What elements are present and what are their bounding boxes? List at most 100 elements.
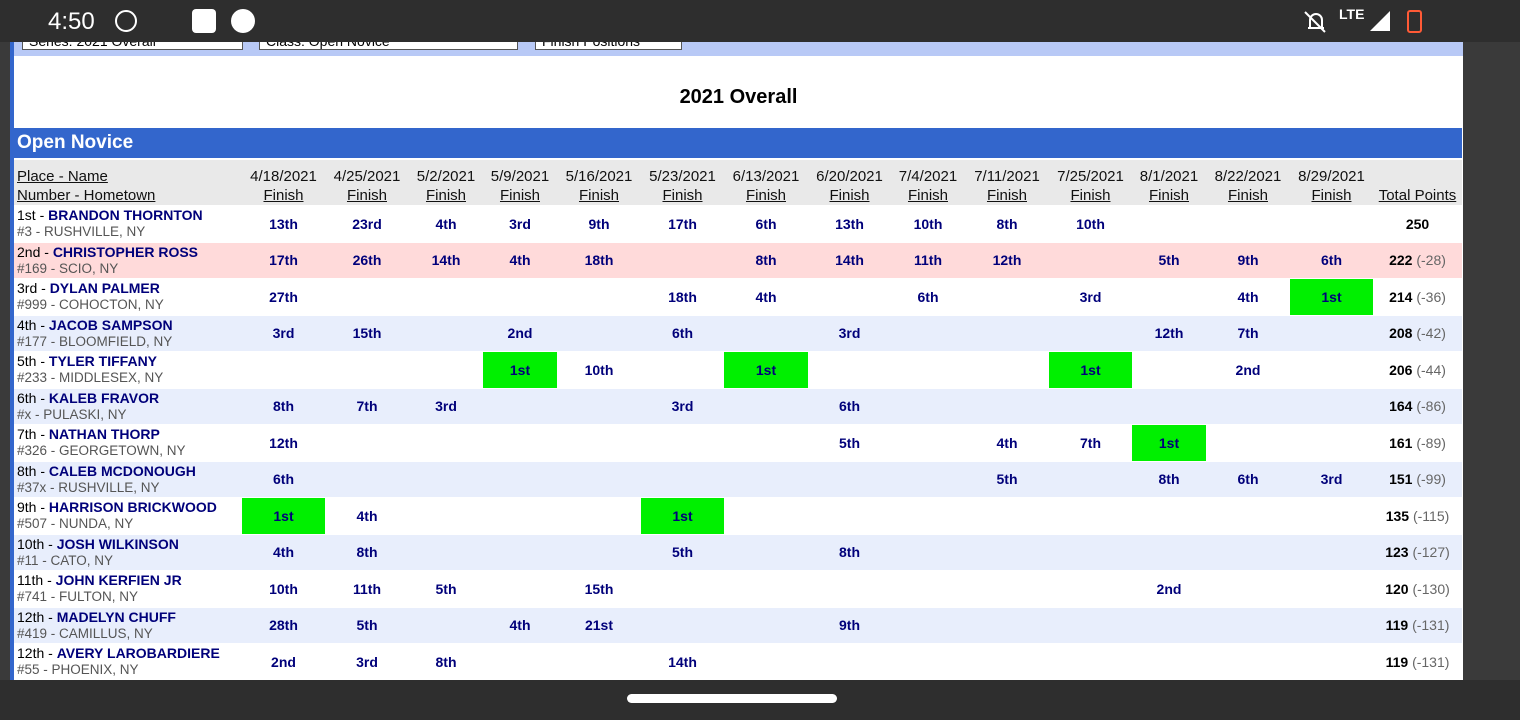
driver-name[interactable]: HARRISON BRICKWOOD <box>48 499 217 516</box>
column-label[interactable]: Finish <box>1227 187 1268 204</box>
finish-cell <box>325 278 409 315</box>
total-cell: 214 (-36) <box>1373 278 1462 315</box>
driver-name[interactable]: JOSH WILKINSON <box>56 535 179 552</box>
column-label[interactable]: Finish <box>499 187 540 204</box>
column-label[interactable]: Finish <box>662 187 703 204</box>
finish-cell <box>409 497 483 534</box>
finish-cell: 1st <box>1132 424 1206 461</box>
column-label[interactable]: Finish <box>986 187 1027 204</box>
header-cell: 6/13/2021 Finish <box>724 160 808 206</box>
finish-cell <box>1290 643 1373 680</box>
header-text[interactable]: Place - Name <box>17 168 108 185</box>
header-text[interactable]: Total Points <box>1378 187 1457 204</box>
finish-cell: 9th <box>557 205 641 242</box>
driver-name[interactable]: JOHN KERFIEN JR <box>55 572 182 589</box>
finish-cell <box>965 533 1049 571</box>
finish-cell <box>242 351 325 388</box>
name-cell: 4th - JACOB SAMPSON #177 - BLOOMFIELD, NY <box>14 314 242 352</box>
finish-cell: 13th <box>242 205 325 242</box>
column-label[interactable]: Finish <box>425 187 466 204</box>
points-behind: (-89) <box>1416 434 1446 451</box>
name-cell: 9th - HARRISON BRICKWOOD #507 - NUNDA, NY <box>14 497 242 534</box>
finish-cell <box>325 424 409 461</box>
finish-cell: 3rd <box>325 643 409 680</box>
column-label[interactable]: Finish <box>1148 187 1189 204</box>
header-cell: 8/22/2021 Finish <box>1206 160 1290 206</box>
column-label[interactable]: Finish <box>1070 187 1111 204</box>
points-behind: (-127) <box>1412 544 1450 561</box>
hometown: #11 - CATO, NY <box>17 552 114 568</box>
finish-cell: 5th <box>409 570 483 607</box>
points-behind: (-36) <box>1416 288 1446 305</box>
finish-cell: 8th <box>325 533 409 571</box>
points-behind: (-28) <box>1416 252 1446 269</box>
date-label: 8/22/2021 <box>1214 168 1282 185</box>
total-points: 208 <box>1389 325 1413 342</box>
table-row: 3rd - DYLAN PALMER #999 - COHOCTON, NY 27t… <box>14 278 1462 315</box>
driver-name[interactable]: MADELYN CHUFF <box>56 608 176 625</box>
finish-cell <box>724 314 808 352</box>
finish-cell: 1st <box>1290 278 1373 315</box>
driver-name[interactable]: JACOB SAMPSON <box>48 316 173 333</box>
column-label[interactable]: Finish <box>263 187 304 204</box>
driver-name[interactable]: NATHAN THORP <box>48 426 160 443</box>
place: 5th - <box>17 353 46 370</box>
driver-name[interactable]: AVERY LAROBARDIERE <box>56 645 220 662</box>
table-row: 5th - TYLER TIFFANY #233 - MIDDLESEX, NY 1… <box>14 351 1462 388</box>
finish-cell <box>557 314 641 352</box>
finish-cell <box>409 351 483 388</box>
total-points: 222 <box>1389 252 1413 269</box>
finish-cell: 2nd <box>1206 351 1290 388</box>
column-label[interactable]: Finish <box>907 187 948 204</box>
finish-cell <box>724 533 808 571</box>
finish-cell: 4th <box>1206 278 1290 315</box>
column-label[interactable]: Finish <box>829 187 870 204</box>
finish-cell <box>1290 570 1373 607</box>
finish-cell <box>557 643 641 680</box>
column-label[interactable]: Finish <box>578 187 619 204</box>
driver-name[interactable]: CALEB MCDONOUGH <box>48 462 196 479</box>
driver-name[interactable]: CHRISTOPHER ROSS <box>52 243 199 260</box>
finish-cell: 4th <box>483 606 557 644</box>
finish-cell <box>409 278 483 315</box>
column-label[interactable]: Finish <box>346 187 387 204</box>
finish-cell: 28th <box>242 606 325 644</box>
clock: 4:50 <box>48 8 95 35</box>
battery-icon <box>1407 10 1422 33</box>
finish-cell: 10th <box>1049 205 1132 242</box>
home-handle[interactable] <box>627 694 837 703</box>
points-behind: (-115) <box>1412 507 1450 524</box>
header-cell: 7/25/2021 Finish <box>1049 160 1132 206</box>
date-label: 5/23/2021 <box>649 168 716 185</box>
column-label[interactable]: Finish <box>745 187 786 204</box>
hometown: #507 - NUNDA, NY <box>17 516 134 532</box>
driver-name[interactable]: KALEB FRAVOR <box>48 389 160 406</box>
finish-cell: 8th <box>242 387 325 425</box>
finish-cell: 8th <box>965 205 1049 242</box>
hometown: #326 - GEORGETOWN, NY <box>17 443 186 459</box>
column-label[interactable]: Finish <box>1311 187 1352 204</box>
header-text[interactable]: Number - Hometown <box>17 187 156 204</box>
finish-cell <box>1132 351 1206 388</box>
driver-name[interactable]: DYLAN PALMER <box>49 280 160 297</box>
finish-cell <box>1290 351 1373 388</box>
finish-cell <box>409 424 483 461</box>
finish-cell: 4th <box>724 278 808 315</box>
date-label: 5/16/2021 <box>565 168 633 185</box>
header-cell: 8/29/2021 Finish <box>1290 160 1373 206</box>
finish-cell: 3rd <box>1290 460 1373 498</box>
driver-name[interactable]: BRANDON THORNTON <box>48 207 203 224</box>
driver-name[interactable]: TYLER TIFFANY <box>48 353 158 370</box>
finish-cell: 11th <box>891 241 965 279</box>
finish-cell <box>965 387 1049 425</box>
finish-cell: 5th <box>808 424 891 461</box>
finish-cell <box>557 460 641 498</box>
finish-cell <box>891 570 965 607</box>
total-points: 214 <box>1389 288 1413 305</box>
finish-cell <box>1049 643 1132 680</box>
finish-cell <box>808 278 891 315</box>
name-cell: 1st - BRANDON THORNTON #3 - RUSHVILLE, NY <box>14 205 242 242</box>
total-points: 161 <box>1389 434 1413 451</box>
finish-cell <box>483 278 557 315</box>
